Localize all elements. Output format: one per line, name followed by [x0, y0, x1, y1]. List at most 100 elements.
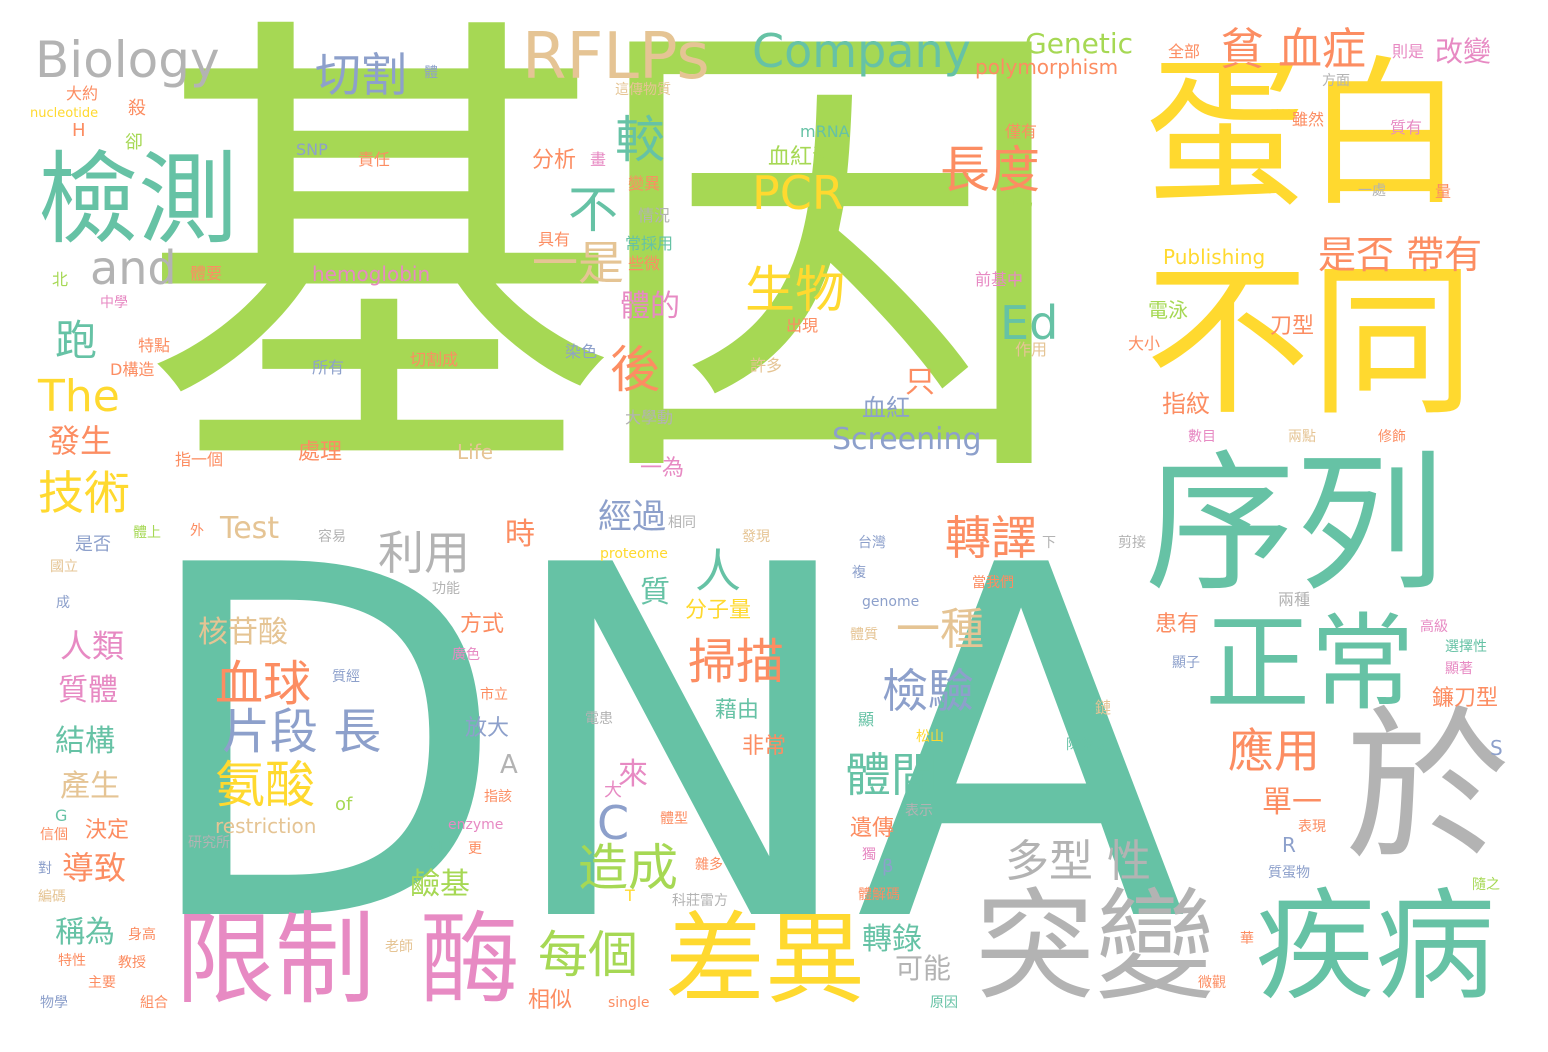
- word-tubian: 突變: [975, 878, 1215, 1017]
- word-biology: Biology: [35, 31, 220, 89]
- word-qiegecheng: 切割成: [410, 350, 459, 369]
- word-genome: genome: [862, 594, 920, 610]
- word-daxuedong: 大學動: [625, 408, 674, 427]
- word-jianjie: 剪接: [1118, 535, 1146, 551]
- word-chuli: 處理: [298, 440, 343, 465]
- word-hemoglobin: hemoglobin: [312, 262, 431, 286]
- word-xueqiu: 血球: [215, 656, 312, 712]
- word-keneng: 可能: [895, 952, 952, 985]
- word-zhiwen: 指紋: [1162, 390, 1210, 418]
- word-shifou: 是否: [75, 534, 111, 555]
- word-jingguo: 經過: [598, 497, 666, 537]
- word-liyong: 利用: [378, 526, 470, 580]
- word-xianzhi: 限制: [175, 901, 375, 1018]
- word-qianjizhong: 前基中: [975, 270, 1024, 289]
- word-ranse: 染色: [565, 342, 598, 361]
- word-nucleotide: nucleotide: [30, 106, 99, 121]
- word-danbai: 蛋白: [1145, 41, 1466, 228]
- word-yizhong: 一種: [896, 604, 984, 655]
- word-the: The: [38, 371, 120, 422]
- word-dgouzao: D構造: [110, 360, 155, 379]
- word-anhsuan: 氨酸: [215, 756, 315, 814]
- word-jianji: 鹼基: [410, 867, 470, 902]
- word-fu: 複: [852, 565, 866, 581]
- word-genetic: Genetic: [1025, 27, 1134, 60]
- word-guangse: 廣色: [452, 647, 480, 663]
- word-of: of: [335, 794, 353, 815]
- word-c: C: [597, 796, 630, 850]
- word-butong: 不同: [1145, 246, 1475, 438]
- word-texing: 特性: [58, 953, 86, 969]
- word-rflps: RFLPs: [522, 20, 710, 94]
- word-sha: 殺: [128, 98, 146, 119]
- word-tizhi: 體質: [850, 627, 878, 643]
- word-da: 大: [604, 780, 622, 801]
- word-tide: 體的: [620, 289, 680, 324]
- word-single: single: [608, 995, 650, 1011]
- word-yichuan: 遺傳: [850, 816, 895, 841]
- word-zuhe: 組合: [140, 995, 168, 1011]
- word-fangmian: 方面: [1322, 73, 1350, 89]
- word-dna: DNA: [135, 465, 1187, 1029]
- word-laoshi: 老師: [385, 939, 413, 955]
- word-taiwan: 台灣: [858, 535, 886, 551]
- word-pinxuezheng: 貧 血症: [1220, 24, 1366, 75]
- word-hegansuan: 核苷酸: [198, 615, 288, 650]
- word-chayi: 差異: [665, 901, 865, 1018]
- word-bu: 不: [568, 181, 618, 239]
- word-tishang: 體上: [133, 525, 161, 541]
- word-biaoxian: 表現: [1298, 819, 1326, 835]
- word-daxiao: 大小: [1128, 334, 1161, 353]
- word-ed: Ed: [1000, 296, 1059, 350]
- word-shengwu: 生物: [745, 261, 845, 319]
- word-mei: 酶: [420, 901, 520, 1018]
- word-feichang: 非常: [742, 734, 787, 759]
- word-xianzhu: 顯著: [1445, 661, 1473, 677]
- word-jiance: 檢測: [38, 141, 238, 258]
- word-tedian: 特點: [138, 336, 171, 355]
- word-zhuanyi: 轉譯: [945, 511, 1037, 565]
- word-danyi: 單一: [1262, 785, 1322, 820]
- word-h: H: [72, 120, 86, 141]
- word-xiewei: 些微: [628, 254, 661, 273]
- word-mrna: mRNA: [800, 122, 850, 141]
- word-huanyou: 患有: [1155, 612, 1200, 637]
- word-tijian: 體間: [845, 748, 937, 802]
- word-rongyi: 容易: [318, 529, 346, 545]
- word-test: Test: [220, 511, 280, 546]
- word-songshan: 松山: [916, 729, 944, 745]
- word-faxian: 發現: [742, 529, 770, 545]
- word-xian: 顯: [858, 710, 875, 729]
- word-jiyin: 基因: [140, 0, 1070, 539]
- word-yanjiusuo: 研究所: [188, 835, 230, 851]
- word-zhigai: 指該: [484, 789, 512, 805]
- word-xia: 下: [1042, 535, 1056, 551]
- word-liang: 量: [1435, 182, 1452, 201]
- word-zuoyong: 作用: [1015, 340, 1048, 359]
- word-publishing: Publishing: [1163, 245, 1266, 269]
- word-quanbu: 全部: [1168, 42, 1201, 61]
- word-qiege: 切割: [315, 48, 407, 102]
- word-shili: 市立: [480, 687, 508, 703]
- word-s: S: [1490, 736, 1503, 760]
- word-changcaiyong: 常採用: [625, 234, 674, 253]
- word-dianyong: 電泳: [1148, 298, 1188, 322]
- word-fangshi: 方式: [460, 612, 505, 637]
- word-jiao: 較: [615, 111, 665, 169]
- word-zhengchang: 正常: [1205, 603, 1416, 725]
- word-yishi: 一是: [532, 236, 624, 290]
- word-renlei: 人類: [60, 627, 125, 665]
- word-yu: 於: [1345, 691, 1510, 883]
- word-fenxi: 分析: [532, 148, 577, 173]
- word-gaoji: 高級: [1420, 619, 1448, 635]
- word-meige: 每個: [538, 926, 638, 984]
- word-jishu: 技術: [38, 466, 130, 520]
- word-chuxian: 出現: [786, 316, 819, 335]
- word-zhiyige: 指一個: [175, 450, 224, 469]
- word-dayue: 大約: [66, 84, 99, 103]
- word-weiguan: 微觀: [1198, 975, 1226, 991]
- word-pao: 跑: [55, 316, 98, 365]
- word-daoxing: 刀型: [1270, 314, 1315, 339]
- word-screening: Screening: [832, 422, 982, 457]
- word-suizhi: 隨之: [1472, 877, 1500, 893]
